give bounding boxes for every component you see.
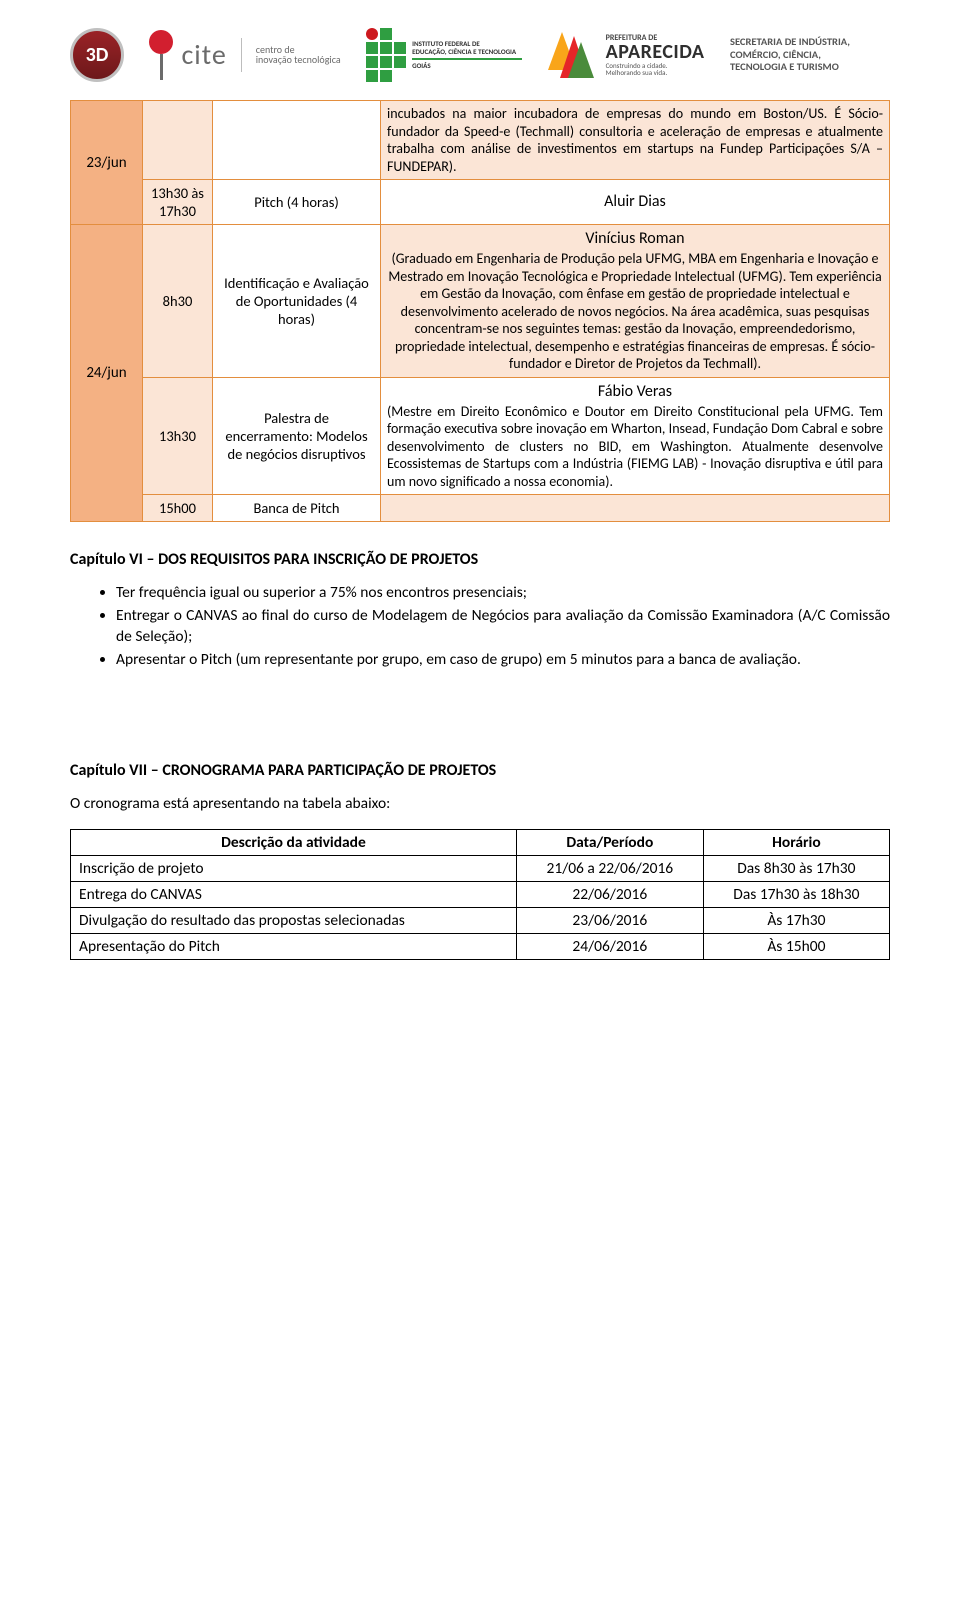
cell-date: 24/jun (71, 225, 143, 522)
secretaria-text: SECRETARIA DE INDÚSTRIA, COMÉRCIO, CIÊNC… (730, 36, 890, 74)
cell-topic: Palestra de encerramento: Modelos de neg… (213, 377, 381, 495)
if-line3: GOIÁS (412, 61, 431, 70)
table-row: Entrega do CANVAS 22/06/2016 Das 17h30 à… (71, 881, 890, 907)
incubadora-3d-logo-icon: 3D (70, 28, 124, 82)
col-header: Descrição da atividade (71, 829, 517, 855)
cell-time: 15h00 (143, 495, 213, 522)
cronograma-table: Descrição da atividade Data/Período Horá… (70, 829, 890, 960)
cell: 24/06/2016 (516, 933, 703, 959)
cite-text: cite (181, 41, 226, 69)
cell: 22/06/2016 (516, 881, 703, 907)
table-row: Apresentação do Pitch 24/06/2016 Às 15h0… (71, 933, 890, 959)
cell: 21/06 a 22/06/2016 (516, 855, 703, 881)
cell-time: 8h30 (143, 225, 213, 378)
col-header: Horário (703, 829, 889, 855)
aparecida-logo: PREFEITURA DE APARECIDA Construindo a ci… (548, 32, 705, 78)
requirements-list: Ter frequência igual ou superior a 75% n… (70, 583, 890, 671)
cell: Às 17h30 (703, 907, 889, 933)
cell: Inscrição de projeto (71, 855, 517, 881)
desc-body: (Graduado em Engenharia de Produção pela… (387, 250, 883, 373)
cell-time-empty (143, 101, 213, 180)
cell: Às 15h00 (703, 933, 889, 959)
desc-body: (Mestre em Direito Econômico e Doutor em… (387, 403, 883, 491)
table-row: 23/jun incubados na maior incubadora de … (71, 101, 890, 180)
cell: Das 8h30 às 17h30 (703, 855, 889, 881)
cell: 23/06/2016 (516, 907, 703, 933)
sec-line3: TECNOLOGIA E TURISMO (730, 60, 839, 73)
header-logos: 3D cite centro de inovação tecnológica (70, 20, 890, 100)
instituto-federal-logo: INSTITUTO FEDERAL DE EDUCAÇÃO, CIÊNCIA E… (366, 28, 522, 82)
aparecida-text: PREFEITURA DE APARECIDA Construindo a ci… (606, 34, 705, 76)
cell-topic-empty (213, 101, 381, 180)
section-heading-cap7: Capítulo VII – CRONOGRAMA PARA PARTICIPA… (70, 761, 890, 780)
ap-name: APARECIDA (606, 42, 705, 62)
desc-body: incubados na maior incubadora de empresa… (387, 105, 883, 175)
aparecida-triangle-icon (548, 32, 598, 78)
section-heading-cap6: Capítulo VI – DOS REQUISITOS PARA INSCRI… (70, 550, 890, 569)
table-row: 15h00 Banca de Pitch (71, 495, 890, 522)
desc-title: Vinícius Roman (387, 229, 883, 248)
cell-date: 23/jun (71, 101, 143, 225)
table-header-row: Descrição da atividade Data/Período Horá… (71, 829, 890, 855)
if-text: INSTITUTO FEDERAL DE EDUCAÇÃO, CIÊNCIA E… (412, 40, 522, 69)
cite-mark-icon (149, 30, 173, 80)
cell-time: 13h30 (143, 377, 213, 495)
divider-icon (241, 38, 242, 72)
logo-3d-text: 3D (86, 43, 109, 67)
page: 3D cite centro de inovação tecnológica (0, 0, 960, 1000)
cell: Apresentação do Pitch (71, 933, 517, 959)
table-row: Inscrição de projeto 21/06 a 22/06/2016 … (71, 855, 890, 881)
cell: Entrega do CANVAS (71, 881, 517, 907)
cite-brand: cite (181, 41, 226, 69)
spacer (70, 711, 890, 751)
col-header: Data/Período (516, 829, 703, 855)
cell-topic: Pitch (4 horas) (213, 180, 381, 225)
if-grid-icon (366, 28, 406, 82)
cell-topic: Identificação e Avaliação de Oportunidad… (213, 225, 381, 378)
table-row: 13h30 Palestra de encerramento: Modelos … (71, 377, 890, 495)
cite-logo: cite centro de inovação tecnológica (149, 30, 340, 80)
desc-title: Fábio Veras (387, 382, 883, 401)
cite-sub2: inovação tecnológica (256, 55, 341, 65)
cell: Das 17h30 às 18h30 (703, 881, 889, 907)
cite-subtitle: centro de inovação tecnológica (256, 45, 341, 65)
desc-title: Aluir Dias (387, 192, 883, 211)
cell-time: 13h30 às 17h30 (143, 180, 213, 225)
table-row: Divulgação do resultado das propostas se… (71, 907, 890, 933)
cap7-intro: O cronograma está apresentando na tabela… (70, 794, 890, 813)
schedule-table: 23/jun incubados na maior incubadora de … (70, 100, 890, 522)
if-line2: EDUCAÇÃO, CIÊNCIA E TECNOLOGIA (412, 47, 516, 56)
list-item: Entregar o CANVAS ao final do curso de M… (116, 606, 890, 648)
sec-line1: SECRETARIA DE INDÚSTRIA, (730, 35, 850, 48)
cell-desc-empty (381, 495, 890, 522)
cell: Divulgação do resultado das propostas se… (71, 907, 517, 933)
list-item: Ter frequência igual ou superior a 75% n… (116, 583, 890, 604)
sec-line2: COMÉRCIO, CIÊNCIA, (730, 48, 821, 61)
table-row: 13h30 às 17h30 Pitch (4 horas) Aluir Dia… (71, 180, 890, 225)
ap-slogan2: Melhorando sua vida. (606, 69, 705, 76)
cell-topic: Banca de Pitch (213, 495, 381, 522)
table-row: 24/jun 8h30 Identificação e Avaliação de… (71, 225, 890, 378)
list-item: Apresentar o Pitch (um representante por… (116, 650, 890, 671)
